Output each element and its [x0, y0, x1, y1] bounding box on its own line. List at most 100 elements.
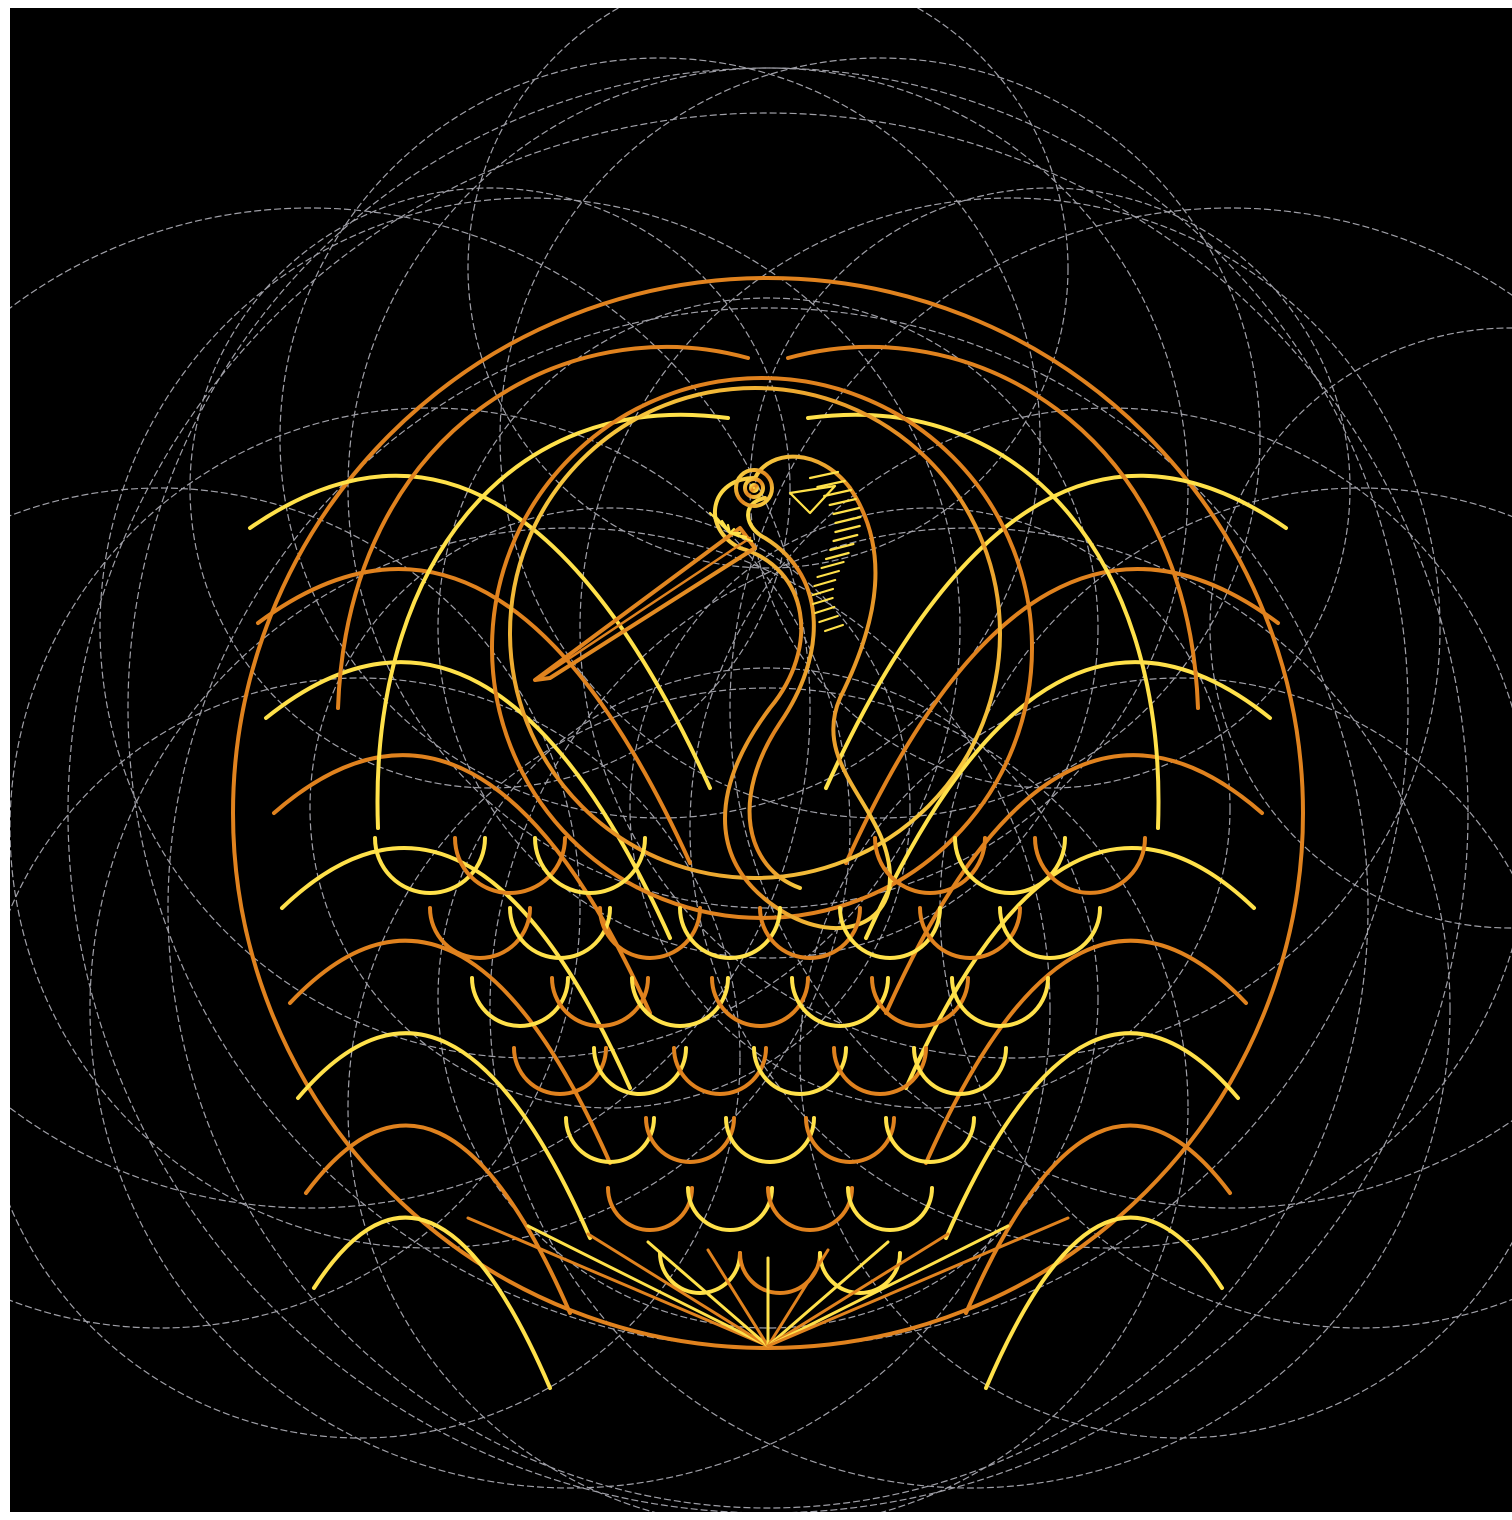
construction-circle	[437, 667, 1099, 1329]
tuft-strand	[828, 497, 857, 507]
construction-circle	[799, 677, 1512, 1439]
construction-circle	[499, 57, 1261, 819]
wing-feather-arc	[844, 567, 1280, 865]
tuft-strand	[811, 587, 835, 597]
chest-feather-scale	[606, 1186, 694, 1232]
tuft-strand	[823, 488, 853, 498]
chest-feather-scale	[818, 1251, 902, 1295]
chest-feather-scale	[766, 1186, 854, 1232]
construction-circle	[10, 677, 741, 1439]
chest-feather-scale	[998, 906, 1102, 960]
tail-ray	[766, 1216, 1070, 1348]
crane-crest	[231, 276, 1305, 1390]
chest-feather-scale	[884, 1116, 976, 1164]
chest-feathers	[373, 836, 1147, 1295]
chest-feather-scale	[686, 1186, 774, 1232]
wing-feather-arc	[944, 1031, 1240, 1240]
tuft-strand	[728, 531, 754, 543]
chest-feather-scale	[453, 836, 567, 895]
chest-feather-scale	[512, 1046, 608, 1096]
chest-feather-scale	[592, 1046, 688, 1096]
crane-neck-inner	[746, 496, 816, 890]
chest-feather-scale	[758, 906, 862, 960]
construction-circle	[189, 187, 791, 789]
chest-feather-scale	[658, 1251, 742, 1295]
tuft-strand	[816, 569, 840, 579]
construction-circle	[729, 207, 1512, 1209]
construction-circle	[1209, 327, 1512, 929]
tail-ray	[586, 1232, 770, 1348]
tail-ray	[646, 1240, 770, 1348]
chest-feather-scale	[870, 976, 970, 1028]
tail-ray	[766, 1248, 830, 1348]
tail-ray	[526, 1224, 770, 1348]
construction-circle	[10, 487, 581, 1329]
outer-ring	[231, 276, 1305, 1350]
construction-circle	[629, 507, 1231, 1109]
construction-circles	[10, 8, 1512, 1512]
tuft-strand	[829, 542, 855, 552]
construction-circle	[99, 197, 961, 1059]
tuft-strand	[818, 614, 839, 624]
chest-feather-scale	[550, 976, 650, 1028]
tuft-strand	[832, 533, 859, 543]
chest-feather-scale	[953, 836, 1067, 895]
tuft-strand	[820, 560, 845, 570]
chest-feather-scale	[950, 976, 1050, 1028]
wing-feather-arc	[984, 1215, 1224, 1390]
chest-feather-scale	[678, 906, 782, 960]
chest-feather-scale	[672, 1046, 768, 1096]
chest-feather-scale	[1033, 836, 1147, 895]
head-ring	[508, 386, 1002, 880]
chest-feather-scale	[630, 976, 730, 1028]
wing-feather-arc	[824, 473, 1288, 790]
tail-ray	[766, 1232, 950, 1348]
wing-feather-arc	[256, 567, 692, 865]
construction-circle	[167, 307, 1369, 1509]
tuft-strand	[823, 623, 844, 633]
construction-circle	[279, 57, 1041, 819]
wing-feather-arc	[864, 660, 1272, 940]
tail-rays	[466, 1216, 1070, 1348]
wing-feather-arc	[312, 1215, 552, 1390]
chest-feather-scale	[873, 836, 987, 895]
construction-circle	[10, 407, 851, 1249]
chest-feather-scale	[533, 836, 647, 895]
crown-tuft	[788, 484, 837, 515]
wing-feather-arc	[924, 938, 1248, 1165]
tuft-strand	[834, 524, 861, 534]
chest-feather-scale	[373, 836, 487, 895]
chest-feather-scale	[710, 976, 810, 1028]
tail-ray	[706, 1248, 770, 1348]
chest-feather-scale	[918, 906, 1022, 960]
wing-feather-arc	[304, 1123, 572, 1315]
tuft-strand	[808, 470, 840, 480]
tail-ray	[766, 1240, 890, 1348]
artwork-frame	[10, 8, 1512, 1512]
construction-circle	[579, 197, 1441, 1059]
wing-feather-arc	[248, 473, 712, 790]
chest-feather-scale	[832, 1046, 928, 1096]
chest-feather-scale	[846, 1186, 934, 1232]
construction-circle	[437, 297, 1099, 959]
wing-feather-arc	[964, 1123, 1232, 1315]
wing-lobe	[336, 344, 750, 710]
right-wing	[786, 344, 1288, 1390]
crane-beak-line	[538, 536, 752, 680]
wing-lobe	[786, 344, 1200, 710]
tuft-strand	[834, 515, 862, 525]
crane-neck	[712, 454, 892, 930]
chest-feather-scale	[752, 1046, 848, 1096]
construction-circle	[309, 507, 911, 1109]
tuft-strand	[813, 578, 837, 588]
chest-feather-scale	[790, 976, 890, 1028]
wing-feather-arc	[884, 753, 1264, 1015]
chest-feather-scale	[470, 976, 570, 1028]
tuft-strand	[811, 596, 834, 606]
crest-tuft	[708, 470, 862, 633]
tail-ray	[466, 1216, 770, 1348]
tuft-strand	[814, 605, 836, 615]
construction-circle	[89, 527, 1051, 1489]
tuft-strand	[832, 506, 861, 516]
crane-crest-artwork	[10, 8, 1512, 1512]
